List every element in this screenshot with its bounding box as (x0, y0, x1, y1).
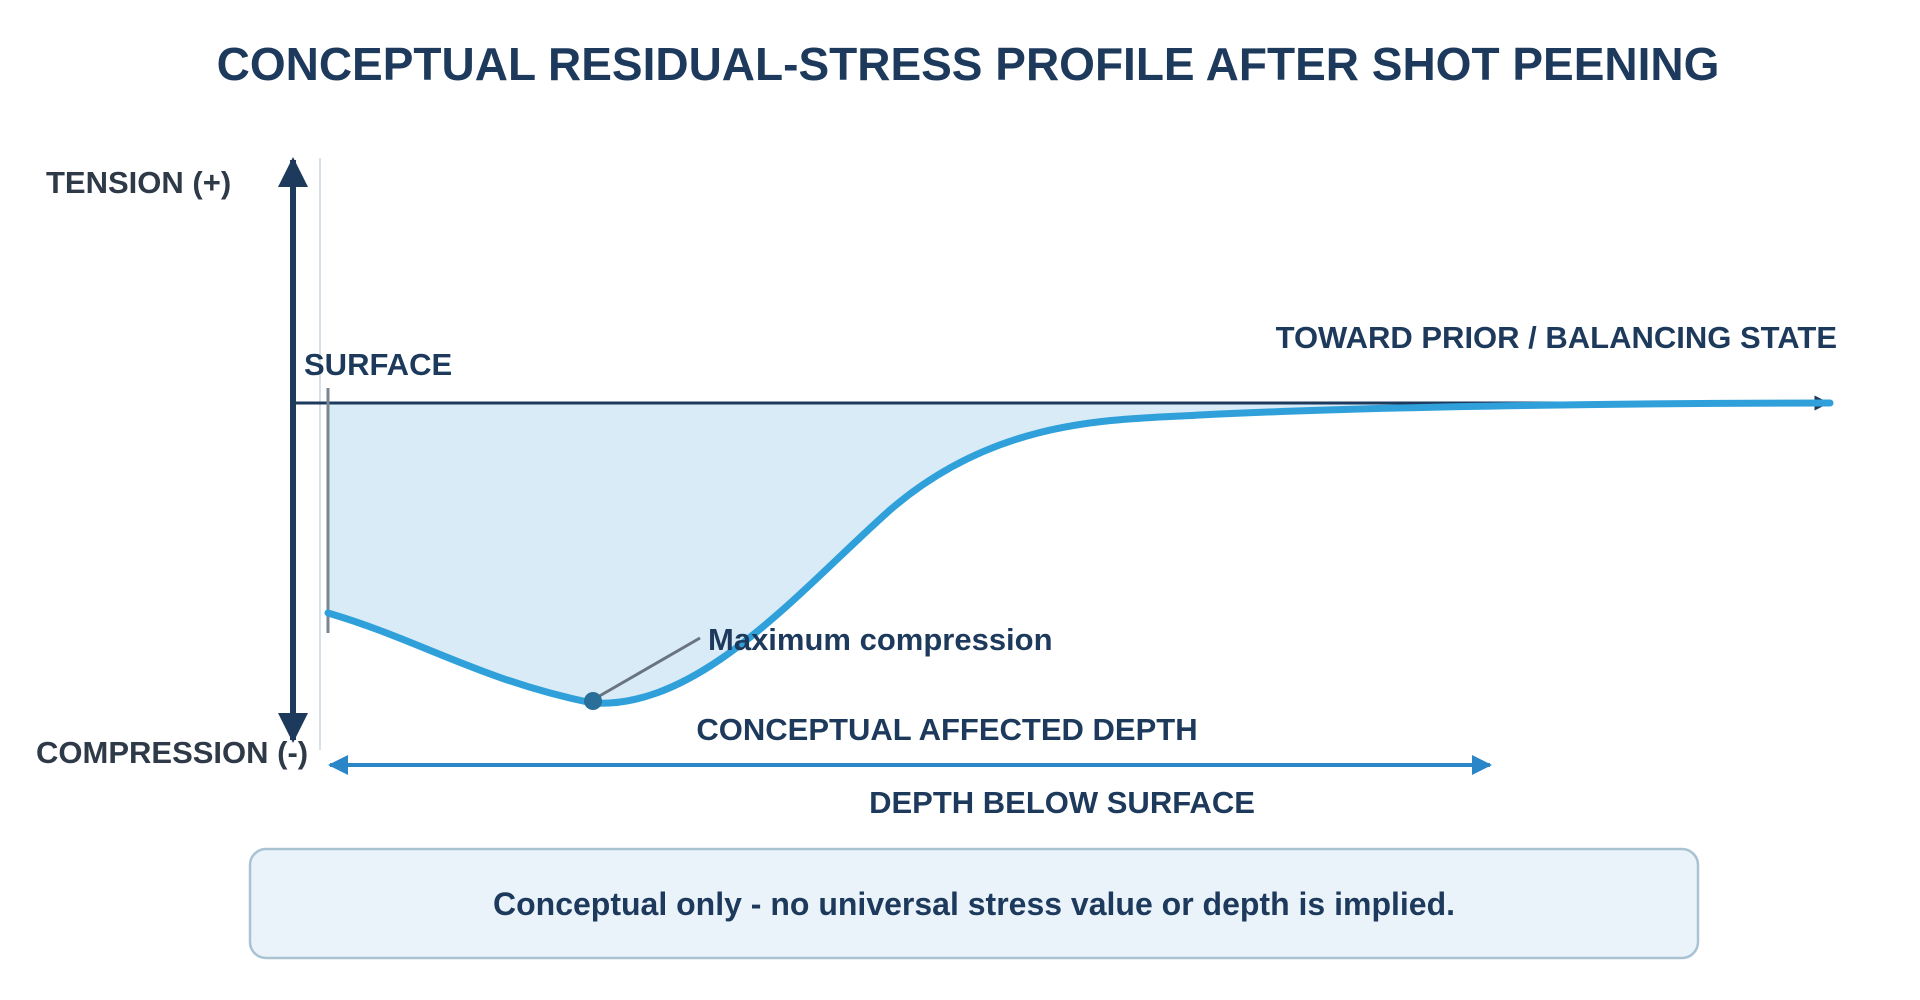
compression-region-fill (328, 403, 1830, 704)
max-compression-marker (584, 692, 602, 710)
diagram-title: CONCEPTUAL RESIDUAL-STRESS PROFILE AFTER… (217, 38, 1720, 90)
compression-label: COMPRESSION (-) (36, 735, 308, 770)
affected-depth-label: CONCEPTUAL AFFECTED DEPTH (696, 712, 1197, 747)
note-text: Conceptual only - no universal stress va… (493, 886, 1455, 922)
depth-axis-label: DEPTH BELOW SURFACE (869, 785, 1255, 820)
residual-stress-curve (324, 399, 1834, 707)
note-box (248, 847, 1700, 960)
toward-balance-label: TOWARD PRIOR / BALANCING STATE (1276, 320, 1837, 355)
tension-label: TENSION (+) (46, 165, 231, 200)
max-compression-label: Maximum compression (708, 622, 1053, 657)
surface-label: SURFACE (304, 347, 452, 382)
max-compression-leader (595, 636, 701, 700)
